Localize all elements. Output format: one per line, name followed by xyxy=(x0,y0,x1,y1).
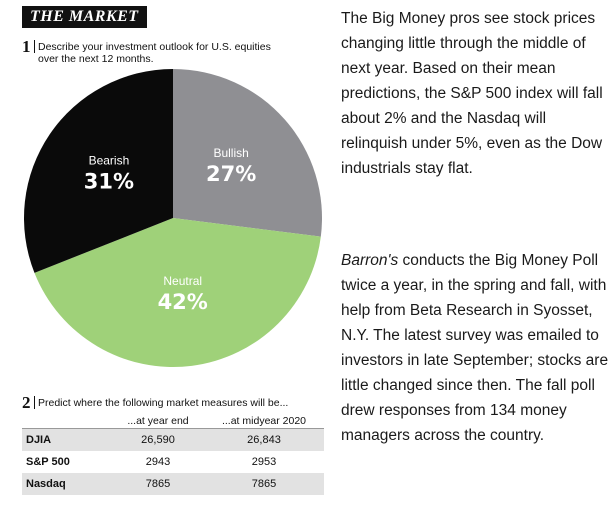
article-paragraph-2: Barron's conducts the Big Money Poll twi… xyxy=(341,248,611,448)
pie-label-neutral: Neutral xyxy=(163,274,202,288)
question-1-number: 1 xyxy=(22,37,31,56)
midyear-value: 26,843 xyxy=(204,428,324,451)
midyear-value: 2953 xyxy=(251,456,277,468)
article-paragraph-2-text: conducts the Big Money Poll twice a year… xyxy=(341,252,609,444)
table-row: S&P 500 2943 2953 xyxy=(22,451,324,473)
year-end-value: 7865 xyxy=(112,473,204,495)
question-2-divider xyxy=(34,396,35,409)
article-paragraph-1: The Big Money pros see stock prices chan… xyxy=(341,10,603,177)
question-2-number: 2 xyxy=(22,393,31,412)
table-header-blank xyxy=(22,414,112,429)
pie-slice-bearish xyxy=(24,69,174,273)
table-header-year-end: ...at year end xyxy=(112,414,204,429)
table-header-midyear: ...at midyear 2020 xyxy=(204,414,324,429)
market-measures-table: ...at year end ...at midyear 2020 DJIA 2… xyxy=(22,414,324,495)
row-label: Nasdaq xyxy=(22,473,112,495)
row-label: DJIA xyxy=(22,428,112,451)
row-label: S&P 500 xyxy=(26,456,70,468)
pie-value-bearish: 31% xyxy=(84,169,134,193)
pie-value-bullish: 27% xyxy=(206,162,256,186)
question-1-text-line2: over the next 12 months. xyxy=(38,53,154,65)
section-title: THE MARKET xyxy=(22,6,147,28)
question-1: 1 Describe your investment outlook for U… xyxy=(22,38,324,70)
pie-label-bearish: Bearish xyxy=(89,153,130,167)
table-row: DJIA 26,590 26,843 xyxy=(22,428,324,451)
midyear-value: 7865 xyxy=(204,473,324,495)
question-2-text: Predict where the following market measu… xyxy=(38,397,289,409)
year-end-value: 26,590 xyxy=(112,428,204,451)
question-2: 2 Predict where the following market mea… xyxy=(22,394,324,414)
pie-slice-bullish xyxy=(173,69,323,237)
pie-label-bullish: Bullish xyxy=(213,146,248,160)
pie-value-neutral: 42% xyxy=(158,290,208,314)
question-1-divider xyxy=(34,40,35,53)
question-1-text-line1: Describe your investment outlook for U.S… xyxy=(38,41,271,53)
year-end-value: 2943 xyxy=(145,456,171,468)
publication-name: Barron's xyxy=(341,252,399,269)
table-row: Nasdaq 7865 7865 xyxy=(22,473,324,495)
pie-slice-neutral xyxy=(34,218,321,367)
table-header-row: ...at year end ...at midyear 2020 xyxy=(22,414,324,429)
outlook-pie-chart: Bullish 27% Neutral 42% Bearish 31% xyxy=(24,69,323,367)
question-1-text: Describe your investment outlook for U.S… xyxy=(38,41,271,65)
